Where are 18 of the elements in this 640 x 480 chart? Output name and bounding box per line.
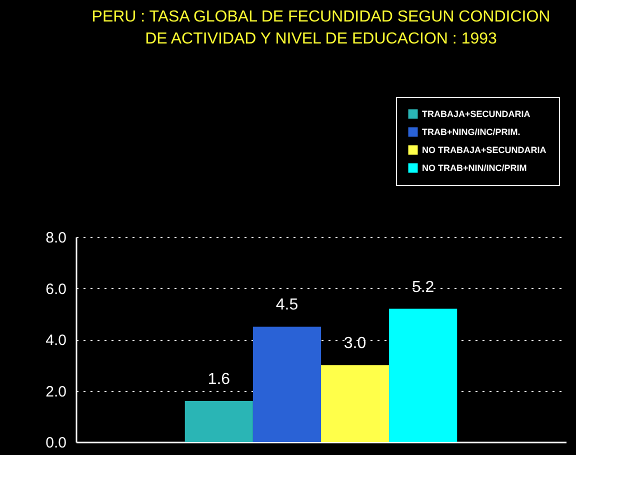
legend-label: TRAB+NING/INC/PRIM. — [422, 127, 520, 137]
bar — [252, 326, 321, 442]
data-label: 4.5 — [276, 296, 298, 314]
y-tick-label: 8.0 — [46, 230, 66, 246]
data-label: 5.2 — [412, 278, 434, 296]
y-tick-label: 4.0 — [46, 332, 66, 349]
bar — [389, 308, 458, 442]
legend-label: NO TRAB+NIN/INC/PRIM — [422, 163, 527, 173]
y-tick-label: 6.0 — [46, 280, 66, 298]
y-tick-label: 0.0 — [46, 434, 66, 452]
data-label: 1.6 — [208, 371, 230, 388]
chart-title: PERU : TASA GLOBAL DE FECUNDIDAD SEGUN CONDICION DE ACTIVIDAD Y NIVEL DE EDUCACION : 1993 — [92, 8, 550, 48]
bar — [184, 401, 253, 442]
data-label: 3.0 — [344, 335, 366, 352]
legend-label: NO TRABAJA+SECUNDARIA — [422, 145, 547, 155]
bar — [321, 365, 390, 442]
legend-label: TRABAJA+SECUNDARIA — [422, 109, 531, 119]
y-tick-label: 2.0 — [46, 383, 66, 400]
